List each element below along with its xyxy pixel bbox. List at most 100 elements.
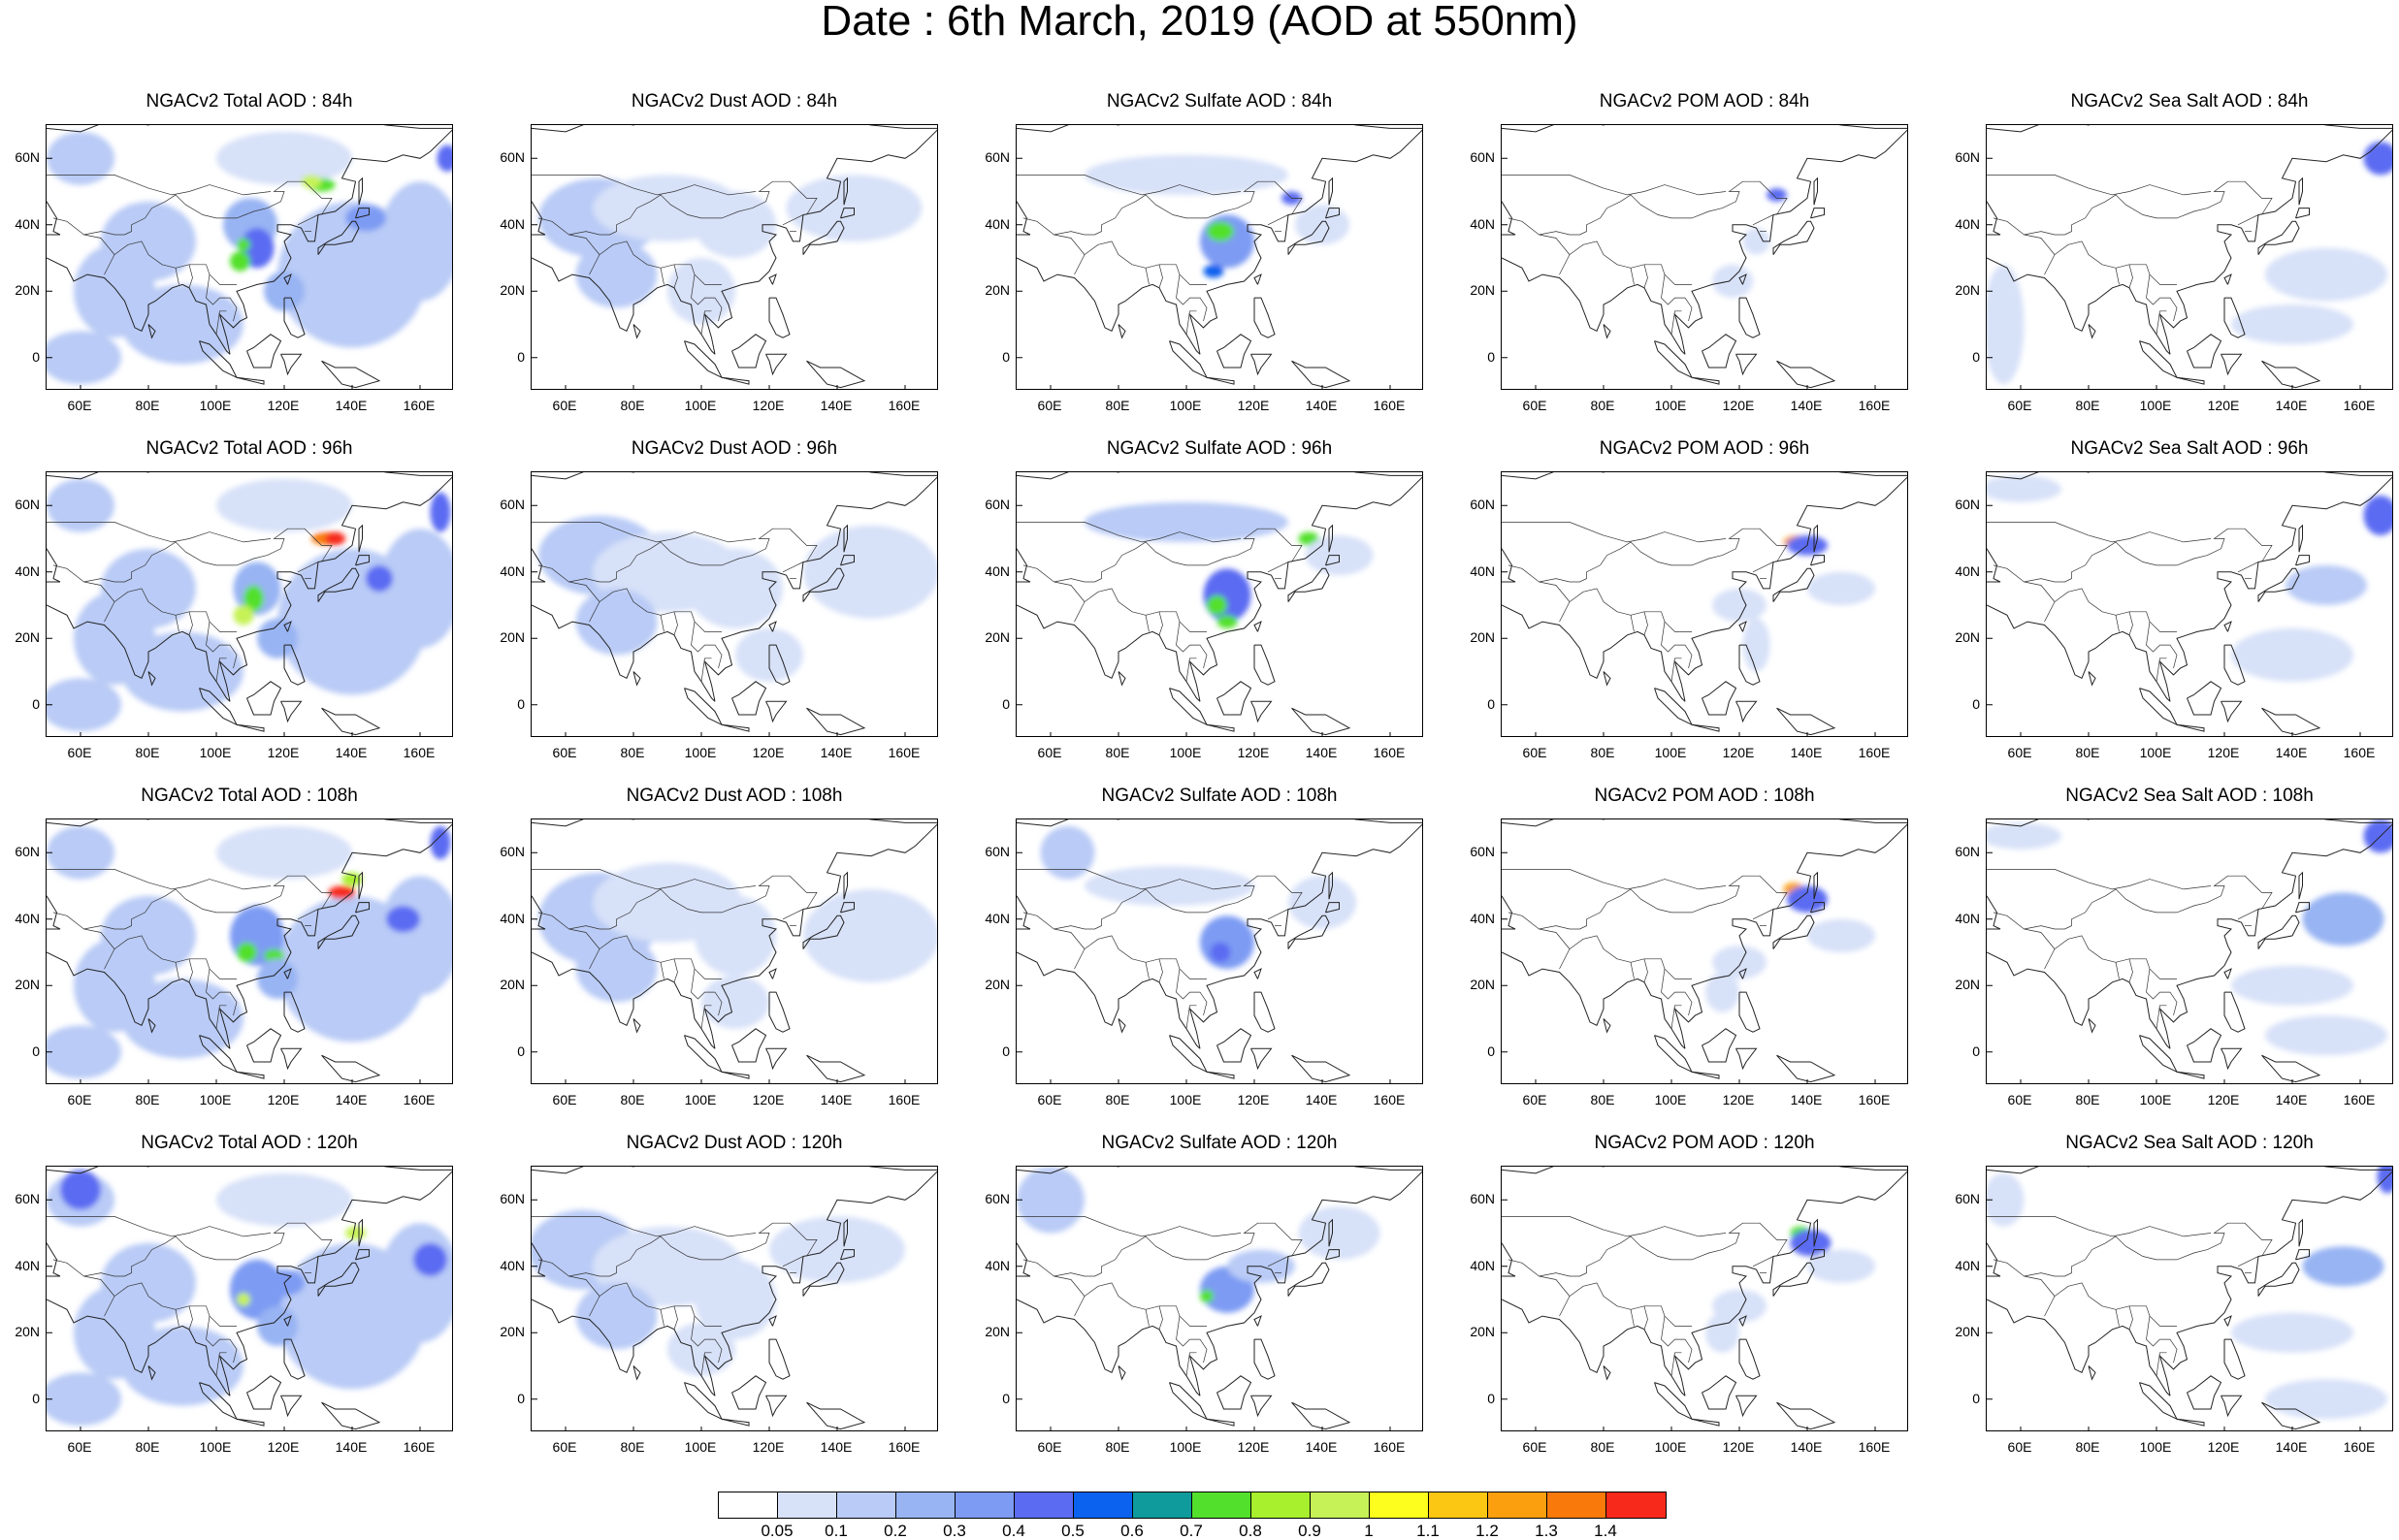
country-border (532, 522, 658, 543)
country-border (52, 912, 84, 930)
coastline (1118, 671, 1126, 687)
aod-region (1210, 942, 1231, 963)
aod-region (379, 529, 452, 649)
colorbar-swatch (1429, 1492, 1488, 1518)
coastline (1017, 951, 1201, 1049)
country-border (1022, 217, 1054, 236)
aod-region (695, 191, 776, 258)
lon-tick-label: 60E (1522, 1439, 1547, 1455)
colorbar-label: 1 (1364, 1522, 1374, 1540)
colorbar-label: 1.3 (1535, 1522, 1558, 1540)
country-border (1627, 184, 1727, 196)
country-border (1054, 1222, 1303, 1277)
country-border (1158, 958, 1163, 982)
coastline (1772, 220, 1815, 255)
coastline (1603, 324, 1611, 339)
country-border (673, 611, 678, 635)
country-border (537, 912, 569, 930)
aod-region (1295, 205, 1349, 245)
aod-region (2363, 142, 2392, 176)
coastline (768, 1338, 791, 1380)
lat-tick-label: 60N (1955, 497, 1980, 513)
lon-tick-label: 120E (2207, 398, 2240, 413)
lat-tick-label: 0 (1002, 695, 1010, 712)
panel-title: NGACv2 Dust AOD : 108h (626, 786, 843, 806)
lat-tick-label: 60N (1470, 149, 1495, 166)
aod-region (1207, 221, 1234, 241)
lon-tick-label: 160E (403, 1092, 436, 1107)
country-border (297, 909, 319, 920)
coastline (2295, 208, 2310, 219)
lon-tick-label: 60E (552, 1092, 577, 1107)
coastline (1325, 208, 1340, 219)
lon-tick-label: 100E (2139, 745, 2172, 760)
coastline (1325, 1249, 1340, 1261)
country-border (1670, 310, 1682, 335)
lat-tick-label: 20N (15, 1324, 40, 1340)
coastline (1738, 1338, 1761, 1380)
country-border (537, 217, 569, 236)
coastline (1253, 297, 1276, 338)
lat-tick-label: 20N (15, 977, 40, 993)
country-border (1661, 969, 1693, 1016)
lat-tick-label: 20N (1470, 977, 1495, 993)
lon-tick-label: 80E (1105, 398, 1130, 413)
coastline (1738, 621, 1747, 632)
coastline (2176, 376, 2205, 385)
coastline (532, 1167, 937, 1174)
coastline (721, 1418, 750, 1427)
country-border (172, 1226, 272, 1237)
lon-tick-label: 100E (1169, 1439, 1202, 1455)
lon-tick-label: 120E (1722, 1092, 1755, 1107)
coastline (47, 819, 452, 827)
country-border (2146, 274, 2178, 322)
coastline (1810, 555, 1825, 566)
coastline (1735, 1395, 1758, 1418)
aod-region (264, 948, 284, 963)
coastline (47, 895, 61, 930)
coastline (1017, 125, 1422, 133)
map-panel (1016, 818, 1423, 1084)
coastline (358, 871, 363, 900)
coastline (1017, 819, 1422, 827)
lon-tick-label: 140E (820, 745, 853, 760)
country-border (1145, 962, 1150, 979)
country-border (83, 234, 115, 275)
coastline (703, 1171, 937, 1396)
lon-tick-label: 140E (335, 745, 368, 760)
coastline (2088, 1365, 2096, 1381)
aod-region (437, 144, 452, 172)
coastline (236, 723, 265, 732)
aod-region (575, 241, 658, 308)
country-border (532, 869, 658, 890)
aod-region (1085, 154, 1288, 195)
colorbar-swatch (1370, 1492, 1429, 1518)
aod-field (1017, 819, 1422, 1083)
aod-region (2231, 1312, 2353, 1353)
country-border (1752, 909, 1774, 920)
country-border (1661, 622, 1693, 669)
country-border (673, 958, 678, 982)
aod-region (688, 548, 783, 628)
lat-tick-label: 20N (1955, 977, 1980, 993)
coastline (1188, 476, 1422, 702)
coastline (147, 671, 156, 687)
lon-tick-label: 140E (1305, 398, 1338, 413)
aod-region (1705, 972, 1739, 1012)
coastline (765, 1395, 788, 1418)
coastline (1206, 376, 1235, 385)
panel-title: NGACv2 Total AOD : 84h (146, 91, 353, 112)
lon-tick-label: 60E (1037, 1439, 1062, 1455)
coastline (280, 700, 303, 723)
coastline (1216, 1028, 1252, 1063)
country-border (2115, 1309, 2120, 1327)
coastline (1017, 257, 1201, 355)
coastline (1017, 604, 1201, 702)
aod-region (1787, 885, 1828, 913)
coastline (2257, 220, 2300, 255)
aod-region (1085, 865, 1254, 907)
coastline (1118, 1365, 1126, 1381)
coastline (765, 1047, 788, 1071)
map-panel (531, 818, 938, 1084)
lat-tick-label: 20N (500, 1324, 525, 1340)
